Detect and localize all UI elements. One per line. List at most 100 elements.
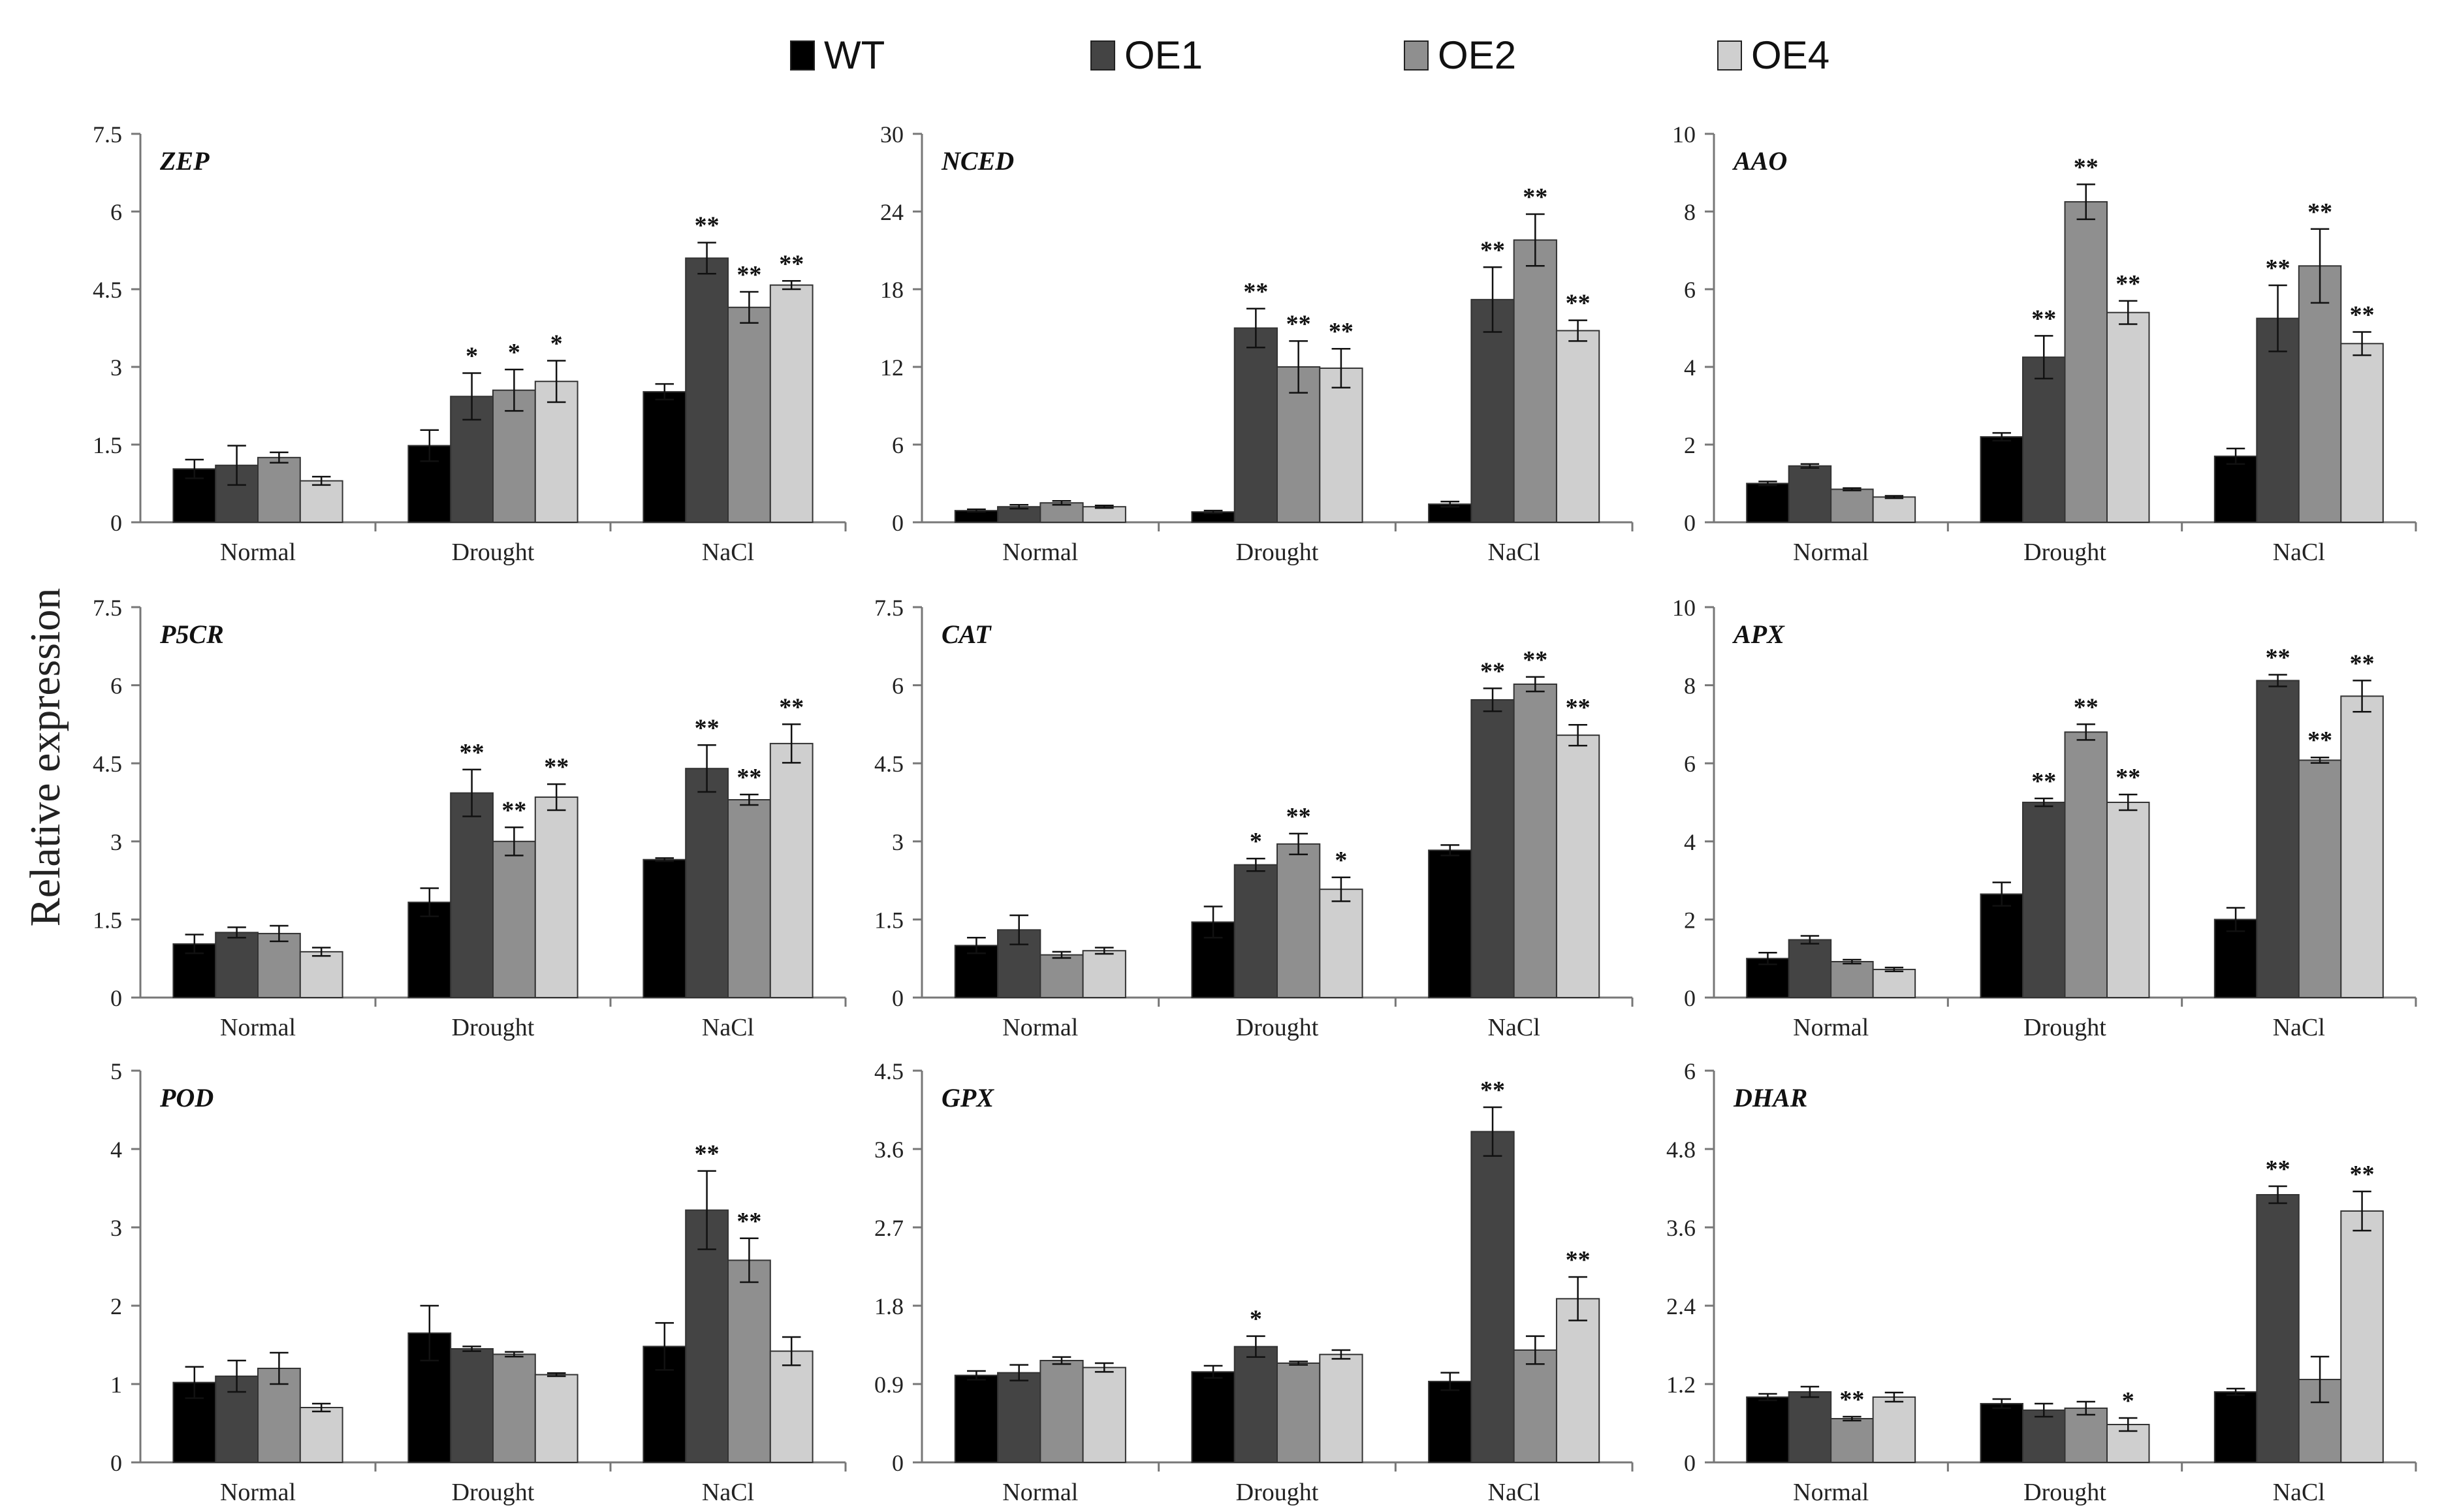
chart-aao: 0 2 4 6 8 10 AAO Normal Drought ** ** ** NaCl ** ** ** [1672, 121, 2417, 566]
chart-gpx-y-tick-label: 2.7 [874, 1215, 904, 1241]
chart-dhar-bar-oe1-normal [1788, 1391, 1832, 1463]
chart-nced-significance-mark: ** [1243, 278, 1268, 306]
chart-cat-bar-oe4-drought [1319, 889, 1363, 998]
chart-cat-bar-oe4-normal [1082, 950, 1126, 998]
chart-apx-x-tick-label-normal: Normal [1793, 1014, 1869, 1041]
chart-dhar-bar-oe4-nacl [2340, 1210, 2384, 1463]
chart-p5cr-bar-oe4-nacl [769, 742, 814, 999]
chart-nced-y-tick-label: 30 [880, 121, 904, 148]
chart-zep-bar-oe1-nacl [685, 257, 729, 523]
chart-gpx: 0 0.9 1.8 2.7 3.6 4.5 GPX Normal Drought * NaCl ** *… [874, 1058, 1634, 1506]
chart-aao-significance-mark: ** [2266, 255, 2290, 282]
chart-nced-bar-oe4-drought [1319, 367, 1363, 523]
chart-gpx-x-tick-label-nacl: NaCl [1488, 1479, 1540, 1506]
chart-aao-bar-oe2-normal [1830, 488, 1874, 523]
chart-p5cr-y-tick-label: 0 [110, 985, 122, 1011]
chart-gpx-significance-mark: * [1250, 1306, 1262, 1333]
chart-p5cr-y-tick-label: 1.5 [93, 907, 122, 933]
chart-pod-title: POD [159, 1083, 214, 1112]
chart-aao-y-tick-label: 6 [1684, 277, 1696, 303]
chart-pod-x-tick-label-drought: Drought [452, 1479, 535, 1506]
chart-aao-title: AAO [1732, 146, 1787, 176]
chart-zep-y-tick-label: 3 [110, 354, 122, 381]
chart-cat-significance-mark: ** [1286, 803, 1311, 830]
chart-aao-bar-oe4-nacl [2340, 343, 2384, 523]
chart-aao-significance-mark: ** [2307, 198, 2332, 226]
chart-apx-y-tick-label: 6 [1684, 751, 1696, 777]
chart-nced-y-tick-label: 6 [892, 432, 904, 458]
chart-nced-bar-oe4-normal [1082, 506, 1126, 524]
chart-dhar-bar-wt-normal [1746, 1396, 1790, 1463]
chart-gpx-bar-oe1-normal [997, 1372, 1041, 1464]
chart-p5cr-y-tick-label: 4.5 [93, 751, 122, 777]
chart-zep-bar-oe4-drought [534, 381, 578, 523]
chart-dhar-x-tick-label-normal: Normal [1793, 1479, 1869, 1506]
legend: WT OE1 OE2 OE4 [731, 20, 1907, 91]
chart-nced-significance-mark: ** [1566, 290, 1591, 317]
chart-pod-y-tick-label: 1 [110, 1372, 122, 1398]
chart-dhar-bar-oe2-drought [2064, 1408, 2108, 1463]
chart-p5cr-title: P5CR [159, 620, 224, 649]
chart-nced-y-tick-label: 18 [880, 277, 904, 303]
chart-pod-bar-oe1-drought [450, 1348, 494, 1463]
chart-cat-x-tick-label-nacl: NaCl [1488, 1014, 1540, 1041]
chart-aao-bar-oe1-drought [2022, 356, 2066, 523]
chart-dhar-bar-oe2-normal [1830, 1418, 1874, 1463]
chart-apx-significance-mark: ** [2074, 693, 2099, 721]
chart-apx-bar-oe4-drought [2106, 802, 2150, 998]
chart-zep-y-tick-label: 1.5 [93, 432, 122, 458]
chart-p5cr-significance-mark: ** [779, 693, 804, 721]
chart-pod-y-tick-label: 4 [110, 1137, 122, 1163]
chart-p5cr-y-tick-label: 7.5 [93, 595, 122, 621]
chart-p5cr-significance-mark: ** [544, 753, 569, 781]
chart-cat-x-tick-label-drought: Drought [1236, 1014, 1319, 1041]
chart-zep-y-tick-label: 7.5 [93, 121, 122, 148]
chart-zep-x-tick-label-nacl: NaCl [702, 539, 754, 566]
chart-aao-significance-mark: ** [2031, 305, 2056, 332]
chart-nced-bar-oe2-normal [1039, 502, 1084, 523]
chart-cat-significance-mark: * [1250, 828, 1262, 855]
chart-pod-y-tick-label: 5 [110, 1058, 122, 1084]
chart-p5cr-x-tick-label-normal: Normal [220, 1014, 296, 1041]
chart-aao-bar-oe2-drought [2064, 201, 2108, 523]
chart-cat-title: CAT [942, 620, 992, 649]
chart-dhar-y-tick-label: 3.6 [1666, 1215, 1696, 1241]
chart-nced-significance-mark: ** [1523, 183, 1547, 211]
chart-zep-y-tick-label: 0 [110, 510, 122, 536]
chart-apx-bar-oe2-nacl [2298, 759, 2342, 999]
chart-pod-significance-mark: ** [737, 1208, 761, 1235]
chart-cat-significance-mark: ** [1480, 657, 1505, 685]
chart-p5cr-bar-oe4-normal [299, 951, 343, 999]
chart-dhar-y-tick-label: 0 [1684, 1450, 1696, 1476]
chart-cat-y-tick-label: 7.5 [874, 595, 904, 621]
chart-aao-bar-oe4-drought [2106, 311, 2150, 523]
chart-pod-y-tick-label: 3 [110, 1215, 122, 1241]
chart-dhar-y-tick-label: 6 [1684, 1058, 1696, 1084]
chart-aao-y-tick-label: 0 [1684, 510, 1696, 536]
chart-p5cr-bar-wt-nacl [642, 858, 687, 998]
chart-pod-bar-oe4-nacl [769, 1350, 814, 1464]
chart-dhar-y-tick-label: 2.4 [1666, 1293, 1696, 1319]
chart-p5cr-bar-oe2-drought [492, 840, 536, 999]
chart-gpx-bar-oe4-drought [1319, 1353, 1363, 1464]
chart-apx-significance-mark: ** [2031, 768, 2056, 795]
chart-zep-bar-oe2-normal [257, 456, 301, 523]
chart-zep-x-tick-label-normal: Normal [220, 539, 296, 566]
chart-aao-significance-mark: ** [2350, 301, 2375, 328]
chart-p5cr-bar-oe1-drought [450, 792, 494, 998]
legend-swatch-oe1 [1090, 40, 1115, 71]
chart-apx-y-tick-label: 10 [1672, 595, 1696, 621]
chart-cat-significance-mark: ** [1523, 646, 1547, 674]
chart-cat-bar-oe2-nacl [1513, 684, 1557, 999]
chart-nced-x-tick-label-normal: Normal [1002, 539, 1078, 566]
legend-swatch-oe4 [1717, 40, 1742, 71]
chart-zep-y-tick-label: 4.5 [93, 277, 122, 303]
chart-aao-x-tick-label-nacl: NaCl [2273, 539, 2325, 566]
chart-nced-title: NCED [941, 146, 1014, 176]
chart-pod-significance-mark: ** [695, 1141, 720, 1168]
chart-p5cr-bar-oe1-normal [215, 932, 259, 999]
chart-pod-y-tick-label: 2 [110, 1293, 122, 1319]
chart-cat-y-tick-label: 1.5 [874, 907, 904, 933]
